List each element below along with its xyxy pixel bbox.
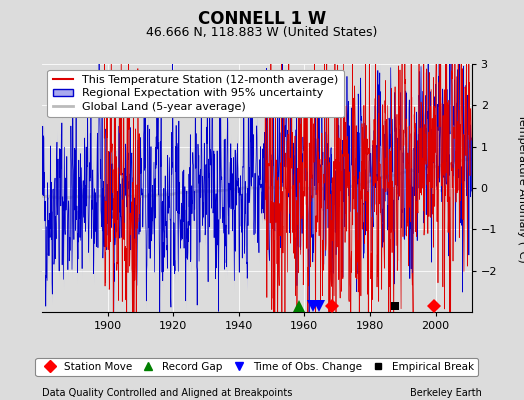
- Legend: Station Move, Record Gap, Time of Obs. Change, Empirical Break: Station Move, Record Gap, Time of Obs. C…: [36, 358, 478, 376]
- Text: 46.666 N, 118.883 W (United States): 46.666 N, 118.883 W (United States): [146, 26, 378, 39]
- Y-axis label: Temperature Anomaly (°C): Temperature Anomaly (°C): [517, 114, 524, 262]
- Text: Data Quality Controlled and Aligned at Breakpoints: Data Quality Controlled and Aligned at B…: [42, 388, 292, 398]
- Text: CONNELL 1 W: CONNELL 1 W: [198, 10, 326, 28]
- Text: Berkeley Earth: Berkeley Earth: [410, 388, 482, 398]
